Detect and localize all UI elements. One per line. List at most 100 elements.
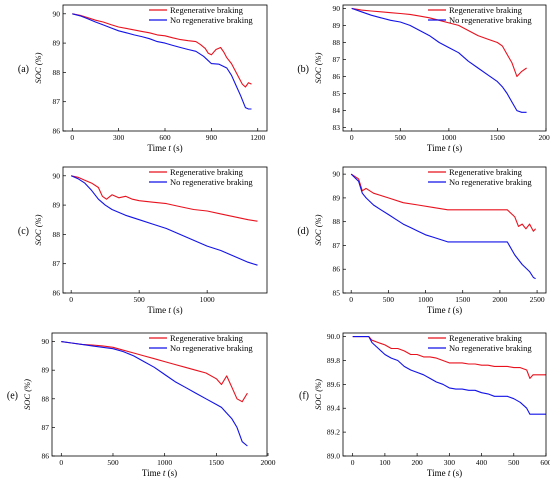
panel-label: (e) bbox=[7, 391, 18, 402]
y-tick-label: 89 bbox=[333, 193, 341, 202]
x-axis-label-variable: t bbox=[448, 468, 451, 478]
y-axis-label: SOC (%) bbox=[313, 214, 323, 245]
legend-label: Regenerative braking bbox=[449, 167, 523, 177]
y-tick-label: 85 bbox=[333, 289, 341, 298]
x-axis-label-variable: t bbox=[448, 305, 451, 315]
x-tick-label: 2000 bbox=[492, 295, 507, 304]
series-line-regenerative bbox=[61, 341, 248, 403]
x-tick-label: 1000 bbox=[418, 295, 433, 304]
legend-label: Regenerative braking bbox=[170, 5, 244, 15]
y-axis-label: SOC (%) bbox=[33, 52, 43, 83]
x-tick-label: 0 bbox=[349, 295, 353, 304]
legend-label: Regenerative braking bbox=[449, 333, 523, 343]
series-line-no-regenerative bbox=[350, 173, 536, 280]
series-line-no-regenerative bbox=[72, 13, 252, 110]
x-axis-label-unit: (s) bbox=[450, 468, 462, 478]
x-axis-label: Time t (s) bbox=[427, 305, 462, 315]
series-line-no-regenerative bbox=[70, 175, 258, 266]
chart-panel: 0 500 1000 1500 2000 83 84 85 86 87 88 89 90 Time t (… bbox=[297, 4, 550, 153]
y-tick-label: 87 bbox=[53, 97, 61, 106]
x-tick-label: 300 bbox=[444, 458, 456, 467]
legend-label: Regenerative braking bbox=[170, 167, 244, 177]
x-tick-label: 500 bbox=[134, 295, 146, 304]
axes-frame bbox=[51, 332, 268, 457]
panel-label: (b) bbox=[297, 64, 309, 75]
y-tick-label: 86 bbox=[42, 452, 50, 461]
x-tick-label: 1500 bbox=[209, 458, 224, 467]
y-tick-label: 90 bbox=[53, 171, 61, 180]
y-tick-label: 87 bbox=[333, 55, 341, 64]
y-tick-label: 89.0 bbox=[327, 452, 340, 461]
y-tick-label: 88 bbox=[42, 394, 50, 403]
x-tick-label: 0 bbox=[350, 133, 354, 142]
y-tick-label: 87 bbox=[333, 241, 341, 250]
x-axis-label-prefix: Time bbox=[147, 143, 168, 153]
legend-label: No regenerative braking bbox=[170, 177, 253, 187]
x-axis-label-variable: t bbox=[448, 143, 451, 153]
series-line-no-regenerative bbox=[352, 336, 546, 415]
panel-label: (f) bbox=[299, 391, 309, 402]
y-tick-label: 89.2 bbox=[327, 428, 340, 437]
chart-panel: 0 500 1000 1500 2000 2500 85 86 87 88 89 90 Time t (… bbox=[297, 166, 547, 315]
y-tick-label: 86 bbox=[53, 127, 61, 136]
legend-label: No regenerative braking bbox=[449, 15, 532, 25]
x-axis-label-variable: t bbox=[168, 143, 171, 153]
x-tick-label: 2000 bbox=[539, 133, 550, 142]
y-axis-label: SOC (%) bbox=[313, 52, 323, 83]
y-tick-label: 87 bbox=[42, 423, 50, 432]
y-tick-label: 88 bbox=[333, 217, 341, 226]
x-axis-label-unit: (s) bbox=[450, 305, 462, 315]
y-tick-label: 89.4 bbox=[327, 404, 340, 413]
x-tick-label: 300 bbox=[113, 133, 125, 142]
axes-frame bbox=[342, 4, 547, 132]
chart-panel: 0 500 1000 86 87 88 89 90 Time t (s) SOC (%) (c) Re… bbox=[18, 166, 268, 315]
legend-label: No regenerative braking bbox=[170, 343, 253, 353]
y-axis-label: SOC (%) bbox=[22, 379, 32, 410]
y-tick-label: 88 bbox=[53, 230, 61, 239]
y-tick-label: 90 bbox=[53, 9, 61, 18]
chart-panel: 0 500 1000 1500 2000 86 87 88 89 90 Time t (s) SOC … bbox=[7, 332, 276, 478]
legend-label: No regenerative braking bbox=[170, 15, 253, 25]
series-line-regenerative bbox=[352, 336, 546, 379]
x-tick-label: 200 bbox=[411, 458, 423, 467]
x-axis-label-prefix: Time bbox=[427, 468, 448, 478]
x-axis-label-unit: (s) bbox=[171, 305, 183, 315]
y-tick-label: 90 bbox=[333, 4, 341, 13]
x-axis-label-prefix: Time bbox=[427, 143, 448, 153]
x-axis-label-prefix: Time bbox=[142, 468, 163, 478]
y-tick-label: 86 bbox=[333, 265, 341, 274]
legend-label: Regenerative braking bbox=[449, 5, 523, 15]
series-line-regenerative bbox=[71, 175, 258, 222]
chart-panel: 0 100 200 300 400 500 600 89.0 89.2 89.4 89.6 89.8 9… bbox=[299, 332, 550, 478]
x-axis-label: Time t (s) bbox=[147, 143, 182, 153]
x-tick-label: 500 bbox=[508, 458, 520, 467]
x-tick-label: 500 bbox=[383, 295, 395, 304]
legend-label: No regenerative braking bbox=[449, 177, 532, 187]
y-axis-label: SOC (%) bbox=[313, 379, 323, 410]
x-tick-label: 1000 bbox=[441, 133, 456, 142]
x-tick-label: 600 bbox=[159, 133, 171, 142]
chart-panel: 0 300 600 900 1200 86 87 88 89 90 Time t (s) SOC (%… bbox=[18, 4, 268, 153]
x-axis-label: Time t (s) bbox=[427, 143, 462, 153]
y-tick-label: 89 bbox=[53, 201, 61, 210]
x-tick-label: 400 bbox=[476, 458, 488, 467]
x-tick-label: 0 bbox=[69, 295, 73, 304]
series-line-no-regenerative bbox=[351, 7, 527, 113]
series-line-no-regenerative bbox=[61, 341, 248, 447]
x-tick-label: 1500 bbox=[490, 133, 505, 142]
x-tick-label: 900 bbox=[206, 133, 218, 142]
series-line-regenerative bbox=[72, 13, 252, 88]
x-tick-label: 600 bbox=[540, 458, 550, 467]
x-axis-label-variable: t bbox=[168, 305, 171, 315]
axes-frame bbox=[62, 166, 268, 294]
y-tick-label: 87 bbox=[53, 259, 61, 268]
panel-label: (a) bbox=[18, 64, 29, 75]
x-tick-label: 1000 bbox=[200, 295, 215, 304]
x-tick-label: 0 bbox=[351, 458, 355, 467]
x-tick-label: 100 bbox=[379, 458, 391, 467]
x-tick-label: 0 bbox=[59, 458, 63, 467]
y-tick-label: 86 bbox=[333, 72, 341, 81]
x-tick-label: 500 bbox=[107, 458, 119, 467]
y-tick-label: 90 bbox=[333, 170, 341, 179]
